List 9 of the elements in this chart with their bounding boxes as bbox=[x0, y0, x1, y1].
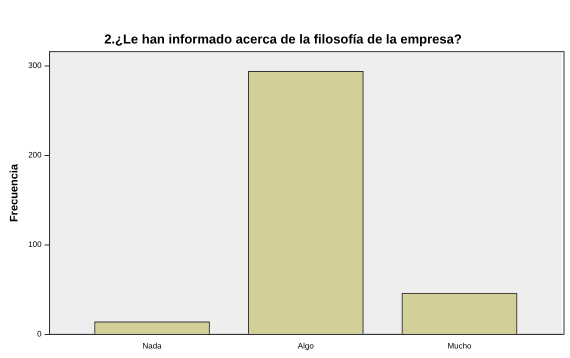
x-tick-label: Nada bbox=[142, 341, 162, 350]
x-tick-label: Algo bbox=[298, 341, 314, 350]
y-axis-title: Frecuencia bbox=[8, 163, 21, 222]
y-tick-label: 0 bbox=[37, 330, 42, 339]
chart-title: 2.¿Le han informado acerca de la filosofía de la empresa? bbox=[104, 31, 462, 46]
y-tick-label: 300 bbox=[28, 61, 42, 70]
y-tick-label: 100 bbox=[28, 240, 42, 250]
y-tick-label: 200 bbox=[28, 150, 42, 160]
x-tick-label: Mucho bbox=[447, 341, 472, 350]
